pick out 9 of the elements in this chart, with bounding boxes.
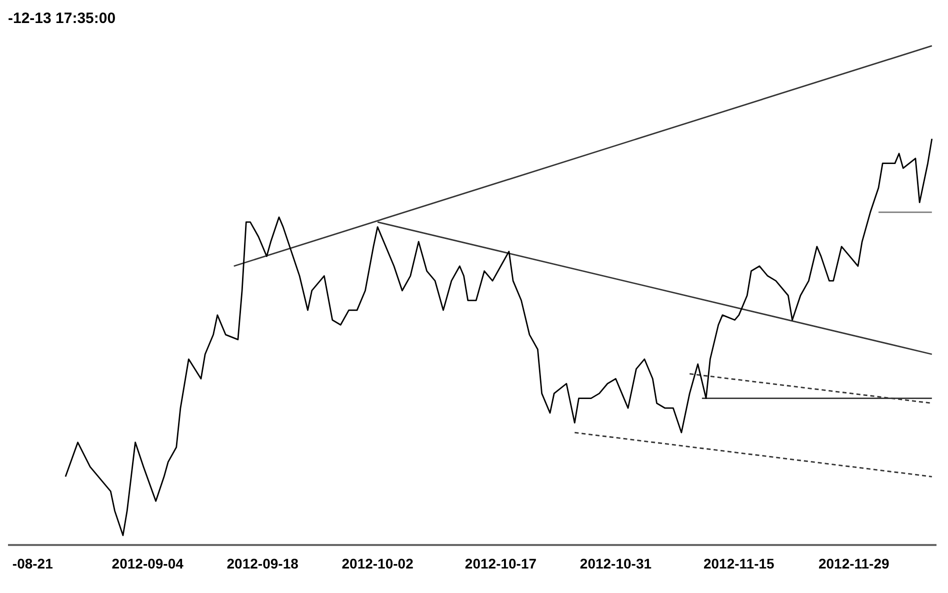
x-tick-label: 2012-11-15 <box>703 555 775 572</box>
x-tick-label: 2012-10-02 <box>342 555 414 572</box>
x-tick-label: 2012-10-31 <box>580 555 652 572</box>
chart-title: -12-13 17:35:00 <box>8 10 116 28</box>
x-tick-label: 2012-11-29 <box>818 555 890 572</box>
x-tick-label: 2012-09-18 <box>226 555 299 572</box>
x-tick-label: 2012-10-17 <box>464 555 537 572</box>
x-tick-label: -08-21 <box>12 555 54 572</box>
x-tick-label: 2012-09-04 <box>112 555 184 572</box>
